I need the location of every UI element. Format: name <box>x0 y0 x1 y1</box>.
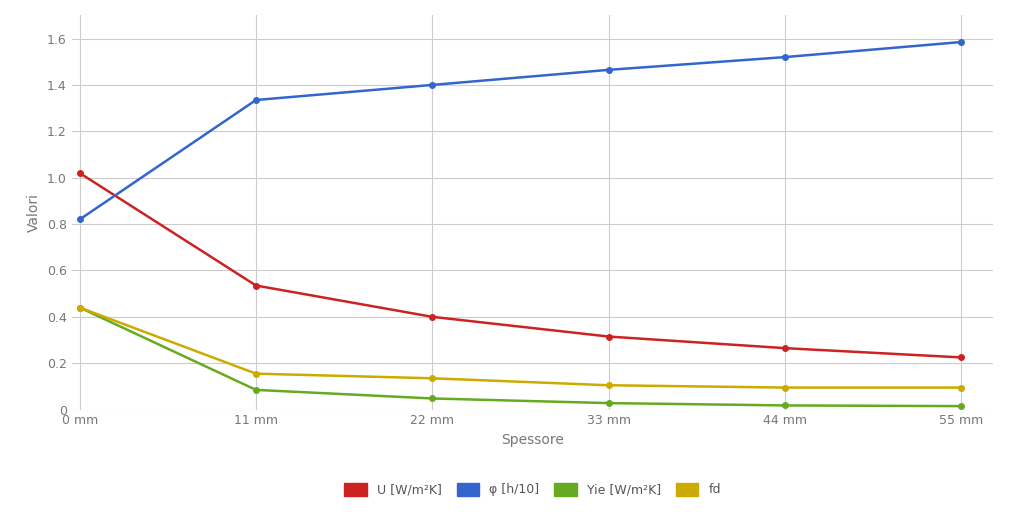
φ [h/10] <box>955 39 968 45</box>
U [W/m²K] <box>250 283 262 289</box>
U [W/m²K] <box>74 170 86 176</box>
Yie [W/m²K] <box>779 402 792 409</box>
X-axis label: Spessore: Spessore <box>501 433 564 447</box>
Yie [W/m²K] <box>74 305 86 311</box>
Line: Yie [W/m²K]: Yie [W/m²K] <box>77 305 964 409</box>
φ [h/10] <box>779 54 792 60</box>
fd <box>426 375 438 381</box>
φ [h/10] <box>602 67 614 73</box>
fd <box>955 385 968 391</box>
Yie [W/m²K] <box>250 387 262 393</box>
U [W/m²K] <box>602 333 614 339</box>
U [W/m²K] <box>779 345 792 351</box>
fd <box>250 371 262 377</box>
φ [h/10] <box>250 97 262 103</box>
Yie [W/m²K] <box>426 395 438 401</box>
U [W/m²K] <box>426 314 438 320</box>
fd <box>74 305 86 311</box>
Yie [W/m²K] <box>602 400 614 406</box>
Line: fd: fd <box>77 305 964 390</box>
Line: U [W/m²K]: U [W/m²K] <box>77 170 964 360</box>
Yie [W/m²K] <box>955 403 968 409</box>
fd <box>779 385 792 391</box>
Legend: U [W/m²K], φ [h/10], Yie [W/m²K], fd: U [W/m²K], φ [h/10], Yie [W/m²K], fd <box>344 483 721 497</box>
Y-axis label: Valori: Valori <box>28 193 41 232</box>
φ [h/10] <box>426 82 438 88</box>
U [W/m²K] <box>955 354 968 360</box>
Line: φ [h/10]: φ [h/10] <box>77 39 964 222</box>
φ [h/10] <box>74 217 86 223</box>
fd <box>602 382 614 388</box>
